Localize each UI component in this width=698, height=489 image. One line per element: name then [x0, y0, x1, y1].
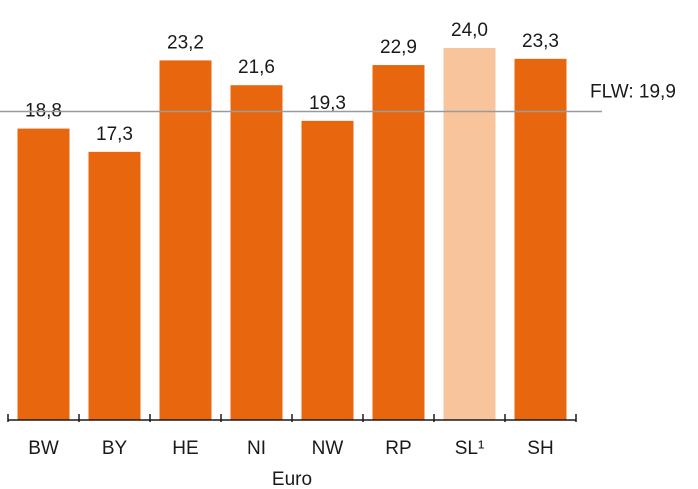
x-axis-label: Euro	[272, 469, 312, 489]
reference-label: FLW: 19,9	[590, 82, 676, 103]
x-tick-label: SL¹	[455, 438, 485, 459]
bar	[443, 48, 496, 420]
x-tick-label: NI	[247, 438, 266, 459]
x-tick-label: HE	[172, 438, 198, 459]
value-label: 21,6	[238, 57, 275, 78]
bar	[159, 60, 212, 421]
x-tick-label: BY	[102, 438, 128, 459]
value-label: 17,3	[96, 124, 133, 145]
x-tick-label: BW	[28, 438, 59, 459]
value-label: 19,3	[309, 93, 346, 114]
value-label: 23,3	[522, 31, 559, 52]
bar	[514, 58, 567, 420]
bar	[88, 151, 141, 420]
value-label: 24,0	[451, 20, 488, 41]
value-label: 23,2	[167, 32, 204, 53]
bar	[372, 65, 425, 421]
x-tick-label: NW	[312, 438, 344, 459]
bar	[230, 85, 283, 420]
x-tick-label: SH	[527, 438, 553, 459]
bar	[17, 128, 70, 420]
x-tick-label: RP	[385, 438, 411, 459]
value-label: 22,9	[380, 37, 417, 58]
bar	[301, 120, 354, 420]
